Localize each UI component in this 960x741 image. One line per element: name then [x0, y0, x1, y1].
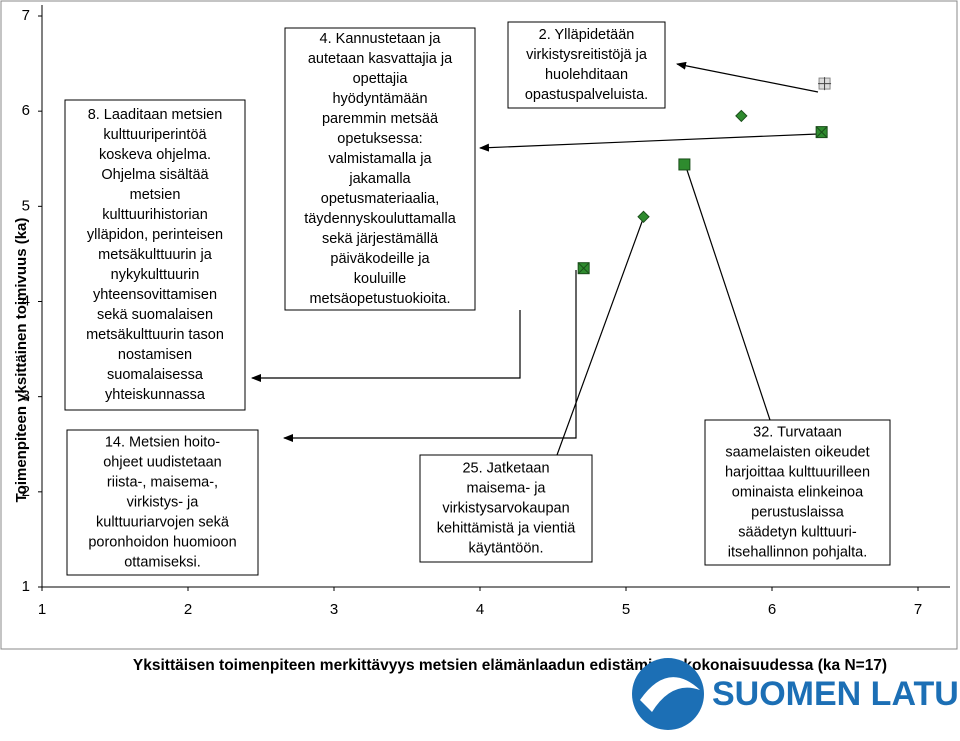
logo-icon-detail	[640, 677, 700, 712]
annotation-line: poronhoidon huomioon	[88, 534, 236, 550]
annotation-line: huolehditaan	[545, 67, 628, 83]
annotation-line: maisema- ja	[467, 480, 547, 496]
y-tick-label: 2	[22, 483, 30, 500]
annotation-line: kulttuuriperintöä	[103, 127, 207, 143]
annotation-line: opetusmateriaalia,	[321, 191, 440, 207]
annotation-line: kulttuuriarvojen sekä	[96, 514, 230, 530]
x-tick-label: 4	[476, 601, 484, 618]
arrow	[479, 133, 819, 152]
annotation-line: nykykulttuurin	[111, 267, 200, 283]
point	[815, 126, 828, 139]
annotation-line: nostamisen	[118, 347, 192, 363]
annotation-line: virkistys- ja	[127, 494, 200, 510]
annotation-box	[284, 27, 476, 311]
annotation-line: opettajia	[353, 71, 409, 87]
arrow	[556, 218, 644, 456]
point-shape	[678, 158, 691, 171]
annotation-line: ylläpidon, perinteisen	[87, 227, 223, 243]
annotation-line: säädetyn kulttuuri-	[738, 524, 857, 540]
point-plus	[818, 77, 832, 91]
annotation-line: ottamiseksi.	[124, 554, 201, 570]
annotation-line: 2. Ylläpidetään	[539, 27, 635, 43]
annotation-line: suomalaisessa	[107, 367, 204, 383]
arrow	[685, 166, 771, 421]
annotation-line: metsien	[130, 187, 181, 203]
annotation-line: paremmin metsää	[322, 111, 439, 127]
logo-text: SUOMEN LATU	[712, 675, 959, 713]
annotation-line: 25. Jatketaan	[462, 460, 549, 476]
annotation-line: harjoittaa kulttuurilleen	[725, 464, 870, 480]
arrow	[676, 61, 819, 93]
point-cross	[577, 262, 590, 275]
annotation-line: metsäkulttuurin tason	[86, 327, 224, 343]
annotation-line: opetuksessa:	[337, 131, 422, 147]
y-tick-label: 7	[22, 7, 30, 24]
annotation-line: kulttuurihistorian	[102, 207, 208, 223]
logo-icon	[632, 658, 704, 730]
annotation-line: sekä järjestämällä	[322, 231, 439, 247]
annotation-line: täydennyskouluttamalla	[304, 211, 456, 227]
logo: SUOMEN LATU	[632, 658, 959, 730]
y-axis-title: Toimenpiteen yksittäinen toimivuus (ka)	[13, 218, 30, 503]
point	[818, 77, 832, 91]
annotation-line: riista-, maisema-,	[107, 474, 218, 490]
annotation-line: virkistysarvokaupan	[442, 500, 569, 516]
point	[637, 210, 650, 224]
x-tick-label: 6	[768, 601, 776, 618]
annotation-line: ohjeet uudistetaan	[103, 454, 222, 470]
annotation-line: metsäopetustuokioita.	[309, 291, 450, 307]
x-tick-label: 3	[330, 601, 338, 618]
point	[577, 262, 590, 275]
point-shape	[637, 210, 650, 224]
annotation-line: autetaan kasvattajia ja	[308, 51, 453, 67]
annotation-line: 14. Metsien hoito-	[105, 434, 220, 450]
point	[735, 109, 748, 123]
annotation-line: kehittämistä ja vientiä	[437, 520, 577, 536]
chart-frame	[0, 0, 958, 650]
x-axis-title: Yksittäisen toimenpiteen merkittävyys me…	[133, 657, 887, 674]
annotation-box	[66, 429, 259, 576]
arrow	[283, 270, 577, 442]
annotation-line: saamelaisten oikeudet	[725, 444, 869, 460]
x-tick-label: 5	[622, 601, 630, 618]
y-tick-label: 1	[22, 578, 30, 595]
annotation-line: sekä suomalaisen	[97, 307, 213, 323]
arrow	[251, 310, 521, 382]
y-tick-label: 6	[22, 102, 30, 119]
annotation-line: yhteiskunnassa	[105, 387, 206, 403]
annotation-line: koskeva ohjelma.	[99, 147, 211, 163]
annotation-line: yhteensovittamisen	[93, 287, 217, 303]
annotation-line: metsäkulttuurin ja	[98, 247, 213, 263]
arrows	[251, 61, 819, 456]
annotation-box	[507, 21, 666, 109]
annotation-box	[704, 419, 891, 566]
annotation-line: opastuspalveluista.	[525, 87, 648, 103]
annotation-box	[419, 454, 593, 563]
annotation-line: käytäntöön.	[469, 540, 544, 556]
annotation-line: päiväkodeille ja	[330, 251, 430, 267]
annotation-line: virkistysreitistöjä ja	[526, 47, 648, 63]
annotation-line: hyödyntämään	[332, 91, 427, 107]
annotation-line: perustuslaissa	[751, 504, 845, 520]
x-tick-label: 1	[38, 601, 46, 618]
y-tick-label: 5	[22, 197, 30, 214]
annotation-line: Ohjelma sisältää	[101, 167, 209, 183]
annotation-line: valmistamalla ja	[328, 151, 432, 167]
x-tick-label: 2	[184, 601, 192, 618]
y-tick-label: 3	[22, 388, 30, 405]
x-tick-label: 7	[914, 601, 922, 618]
annotation-line: 4. Kannustetaan ja	[320, 31, 442, 47]
annotation-line: itsehallinnon pohjalta.	[728, 544, 867, 560]
annotation-line: kouluille	[354, 271, 406, 287]
annotation-box	[64, 99, 246, 411]
annotation-line: 32. Turvataan	[753, 424, 842, 440]
annotation-line: jakamalla	[348, 171, 411, 187]
y-tick-label: 4	[22, 292, 30, 309]
point	[678, 158, 691, 171]
point-cross	[815, 126, 828, 138]
point-shape	[735, 109, 748, 123]
annotation-line: ominaista elinkeinoa	[732, 484, 864, 500]
annotation-line: 8. Laaditaan metsien	[88, 107, 223, 123]
